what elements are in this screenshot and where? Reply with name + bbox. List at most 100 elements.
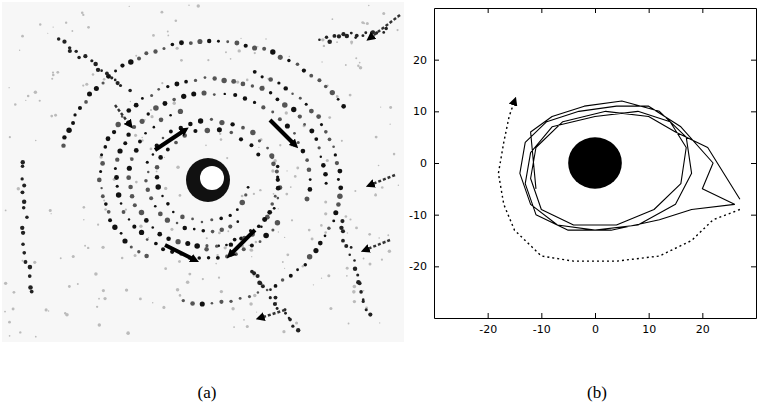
particle	[228, 224, 232, 228]
particle	[120, 232, 123, 235]
particle	[263, 233, 269, 239]
particle	[244, 44, 248, 48]
speckle	[180, 59, 183, 62]
particle	[344, 244, 348, 248]
particle	[101, 194, 105, 198]
particle	[120, 63, 124, 67]
particle	[324, 235, 327, 238]
particle	[137, 250, 140, 253]
x-axis: -20-1001020	[435, 313, 757, 336]
speckle	[231, 307, 234, 310]
tick: 0	[420, 157, 439, 170]
particle	[116, 81, 120, 85]
speckle	[188, 273, 191, 276]
speckle	[164, 267, 167, 270]
particle	[152, 153, 155, 156]
trajectory	[520, 101, 740, 230]
speckle	[98, 298, 100, 300]
speckle	[387, 234, 389, 236]
speckle	[121, 257, 124, 260]
speckle	[160, 11, 163, 14]
particle	[162, 47, 165, 50]
speckle	[60, 257, 62, 259]
particle	[153, 49, 157, 53]
speckle	[150, 148, 153, 151]
particle	[233, 238, 237, 242]
particle	[256, 153, 260, 157]
speckle	[389, 123, 390, 124]
particle	[178, 109, 183, 114]
speckle	[4, 282, 7, 285]
particle	[78, 106, 82, 110]
speckle	[285, 111, 288, 114]
speckle	[150, 115, 153, 118]
speckle	[253, 193, 255, 195]
particle	[116, 185, 119, 188]
particle	[318, 241, 323, 246]
particle	[90, 59, 93, 62]
speckle	[148, 237, 149, 238]
speckle	[125, 209, 127, 211]
particle	[144, 254, 148, 258]
particle	[323, 172, 328, 177]
speckle	[302, 265, 304, 267]
tick	[702, 8, 703, 13]
particle	[261, 105, 265, 109]
particle	[154, 242, 158, 246]
speckle	[389, 106, 392, 109]
tick: 0	[592, 313, 599, 336]
particle	[137, 57, 141, 61]
particle	[101, 81, 104, 84]
speckle	[49, 209, 52, 212]
speckle	[282, 330, 285, 333]
particle	[144, 132, 147, 135]
particle	[317, 146, 320, 149]
particle	[189, 41, 193, 45]
particle	[153, 105, 159, 111]
speckle	[45, 308, 48, 311]
tick-mark	[595, 8, 596, 13]
speckle	[380, 106, 381, 107]
particle	[205, 128, 210, 133]
particle	[337, 194, 342, 199]
tick-mark	[751, 163, 756, 164]
speckle	[52, 26, 53, 27]
tick-mark	[751, 111, 756, 112]
particle	[25, 216, 28, 219]
plot-area	[498, 101, 740, 261]
speckle	[126, 331, 130, 335]
speckle	[346, 267, 349, 270]
speckle	[173, 101, 176, 104]
particle	[151, 226, 154, 229]
particle	[276, 186, 281, 191]
tick: 10	[413, 105, 439, 118]
speckle	[218, 232, 221, 235]
speckle	[103, 199, 105, 201]
speckle	[65, 313, 69, 317]
speckle	[81, 11, 84, 14]
particle	[332, 219, 335, 222]
particle	[117, 148, 122, 153]
speckle	[82, 84, 84, 86]
particle	[293, 132, 296, 135]
particle	[119, 84, 122, 87]
particle	[146, 161, 149, 164]
particle	[62, 135, 66, 139]
speckle	[363, 290, 365, 292]
particle	[188, 122, 193, 127]
axis-line	[435, 318, 757, 319]
particle	[217, 40, 220, 43]
particle	[110, 76, 113, 79]
particle	[132, 125, 136, 129]
inflow-arrow	[365, 240, 390, 250]
particle	[94, 86, 99, 91]
speckle	[246, 79, 249, 82]
particle	[182, 226, 187, 231]
particle	[321, 163, 326, 168]
panel-label: (b)	[587, 383, 607, 402]
particle	[185, 241, 190, 246]
particle	[22, 199, 26, 203]
particle	[155, 175, 159, 179]
particle	[248, 295, 251, 298]
speckle	[230, 58, 232, 60]
